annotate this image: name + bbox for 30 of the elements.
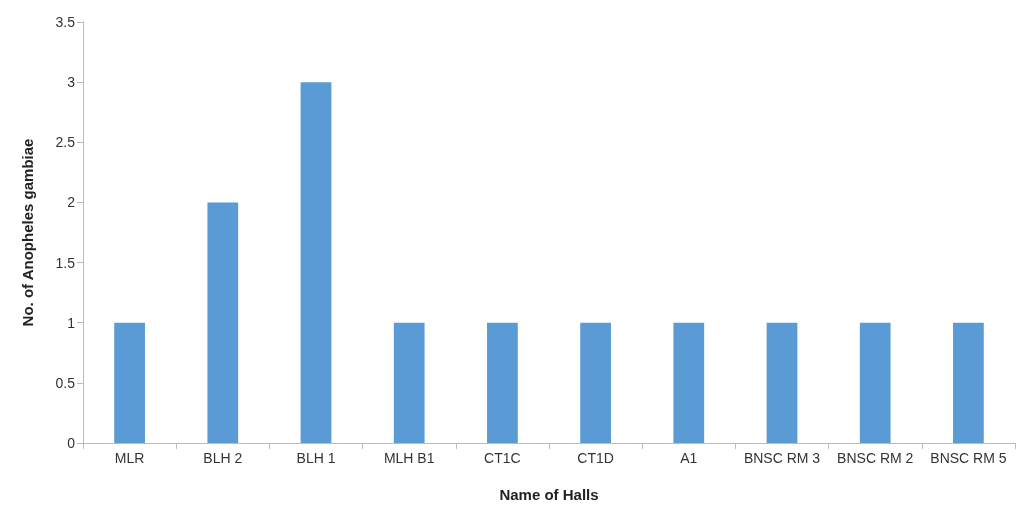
- y-tick-label: 2: [67, 194, 76, 211]
- x-axis-title: Name of Halls: [499, 486, 599, 503]
- y-tick-label: 2.5: [55, 134, 76, 151]
- x-tick-label: BNSC RM 2: [837, 450, 914, 466]
- x-tick-label: CT1D: [577, 450, 614, 466]
- bar: [953, 322, 984, 443]
- bar: [766, 322, 798, 443]
- bar: [859, 322, 891, 443]
- x-tick-label: BNSC RM 3: [743, 450, 821, 466]
- y-tick-label: 3.5: [55, 14, 76, 30]
- bar: [673, 322, 705, 443]
- y-tick-label: 1: [67, 314, 76, 331]
- y-tick-label: 0.5: [55, 374, 76, 391]
- y-tick-label: 3: [67, 74, 76, 91]
- x-tick-label: MLH B1: [383, 450, 435, 466]
- x-tick-label: BLH 2: [203, 450, 243, 466]
- x-tick-label: BLH 1: [296, 450, 336, 466]
- x-tick-label: BNSC RM 5: [930, 450, 1007, 466]
- y-axis-title: No. of Anopheles gambiae: [19, 138, 36, 327]
- bar: [487, 322, 518, 443]
- bar: [300, 82, 332, 443]
- x-tick-label: A1: [680, 450, 698, 466]
- bar: [580, 322, 611, 443]
- y-tick-label: 1.5: [55, 254, 76, 271]
- x-tick-label: CT1C: [484, 450, 521, 466]
- bar: [393, 322, 425, 443]
- bar: [207, 202, 239, 443]
- y-tick-label: 0: [67, 435, 76, 451]
- x-tick-label: MLR: [114, 450, 145, 466]
- bar: [114, 322, 145, 443]
